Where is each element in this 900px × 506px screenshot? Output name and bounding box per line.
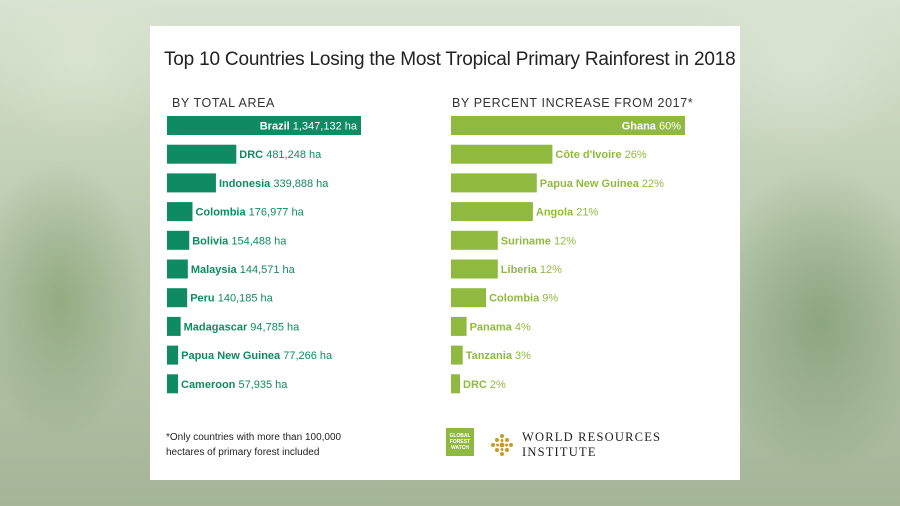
bar-charts: Brazil 1,347,132 ha DRC 481,248 ha Indones… [167, 116, 685, 394]
percent-bar-label-1: Côte d'Ivoire 26% [555, 149, 646, 161]
percent-bar-0 [451, 116, 685, 135]
area-category-label-6: Peru [190, 293, 214, 305]
area-bar-label-5: Malaysia 144,571 ha [191, 264, 296, 276]
area-category-label-5: Malaysia [191, 264, 238, 276]
area-value-label-7: 94,785 ha [247, 321, 300, 333]
area-chart-title: BY TOTAL AREA [172, 96, 275, 110]
footnote-line-2: hectares of primary forest included [166, 447, 320, 458]
area-bar-label-3: Colombia 176,977 ha [195, 207, 304, 219]
percent-category-label-0: Ghana [622, 121, 657, 133]
percent-value-label-1: 26% [622, 149, 647, 161]
area-bar-label-8: Papua New Guinea 77,266 ha [181, 350, 333, 362]
percent-value-label-8: 3% [512, 350, 531, 362]
percent-value-label-6: 9% [539, 293, 558, 305]
percent-value-label-3: 21% [573, 207, 598, 219]
footnote-line-1: *Only countries with more than 100,000 [166, 432, 342, 443]
area-bar-8 [167, 345, 179, 365]
area-bar-label-9: Cameroon 57,935 ha [181, 379, 288, 391]
percent-bar-6 [451, 288, 487, 308]
area-category-label-8: Papua New Guinea [181, 350, 281, 362]
percent-bar-8 [451, 345, 463, 365]
area-bar-1 [167, 144, 237, 164]
percent-category-label-3: Angola [536, 207, 574, 219]
percent-category-label-8: Tanzania [466, 350, 513, 362]
area-value-label-4: 154,488 ha [228, 235, 287, 247]
percent-bar-2 [451, 173, 537, 193]
percent-bar-5 [451, 259, 498, 279]
area-value-label-3: 176,977 ha [246, 207, 305, 219]
area-value-label-1: 481,248 ha [263, 149, 322, 161]
area-category-label-2: Indonesia [219, 178, 271, 190]
percent-value-label-2: 22% [639, 178, 664, 190]
gfw-logo-line-2: FOREST [449, 439, 471, 445]
percent-bar-1 [451, 144, 553, 164]
page-title: Top 10 Countries Losing the Most Tropica… [164, 49, 736, 70]
percent-bar-7 [451, 316, 467, 336]
percent-category-label-9: DRC [463, 379, 487, 391]
percent-bar-label-5: Liberia 12% [501, 264, 562, 276]
percent-category-label-2: Papua New Guinea [540, 178, 640, 190]
area-bar-label-6: Peru 140,185 ha [190, 293, 273, 305]
infographic-card: Top 10 Countries Losing the Most Tropica… [150, 26, 740, 480]
area-category-label-7: Madagascar [184, 321, 248, 333]
area-bar-9 [167, 374, 178, 394]
percent-value-label-5: 12% [537, 264, 562, 276]
global-forest-watch-logo: GLOBAL FOREST WATCH [446, 428, 474, 456]
area-bar-6 [167, 288, 188, 308]
area-category-label-4: Bolivia [192, 235, 229, 247]
area-bar-0 [167, 116, 361, 135]
percent-category-label-6: Colombia [489, 293, 540, 305]
area-category-label-9: Cameroon [181, 379, 236, 391]
area-value-label-5: 144,571 ha [237, 264, 296, 276]
area-bar-4 [167, 230, 190, 250]
area-category-label-1: DRC [239, 149, 263, 161]
area-value-label-8: 77,266 ha [280, 350, 333, 362]
percent-category-label-4: Suriname [501, 235, 551, 247]
percent-bar-4 [451, 230, 498, 250]
percent-bar-9 [451, 374, 460, 394]
area-bar-3 [167, 202, 193, 222]
gfw-logo-line-1: GLOBAL [449, 433, 471, 439]
percent-category-label-1: Côte d'Ivoire [555, 149, 621, 161]
area-bar-2 [167, 173, 216, 193]
percent-bar-label-8: Tanzania 3% [466, 350, 531, 362]
area-bar-label-4: Bolivia 154,488 ha [192, 235, 287, 247]
percent-bar-label-6: Colombia 9% [489, 293, 558, 305]
percent-value-label-4: 12% [551, 235, 576, 247]
percent-category-label-5: Liberia [501, 264, 538, 276]
area-value-label-6: 140,185 ha [215, 293, 274, 305]
area-bar-label-1: DRC 481,248 ha [239, 149, 322, 161]
area-category-label-0: Brazil [260, 121, 290, 133]
wri-logo-text: WORLD RESOURCES INSTITUTE [521, 430, 662, 459]
area-category-label-3: Colombia [195, 207, 246, 219]
area-bar-5 [167, 259, 188, 279]
area-bar-label-0: Brazil 1,347,132 ha [260, 121, 358, 133]
percent-value-label-7: 4% [512, 321, 531, 333]
area-bar-label-2: Indonesia 339,888 ha [219, 178, 329, 190]
area-bar-7 [167, 316, 181, 336]
gfw-logo-line-3: WATCH [451, 445, 469, 451]
footnote: *Only countries with more than 100,000 h… [166, 430, 366, 460]
percent-bar-label-9: DRC 2% [463, 379, 506, 391]
percent-bar-label-7: Panama 4% [470, 321, 531, 333]
percent-value-label-0: 60% [656, 121, 681, 133]
wri-mark-icon [490, 434, 513, 456]
percent-category-label-7: Panama [470, 321, 513, 333]
area-bar-label-7: Madagascar 94,785 ha [184, 321, 300, 333]
percent-bar-label-0: Ghana 60% [622, 121, 682, 133]
percent-bar-label-4: Suriname 12% [501, 235, 576, 247]
area-value-label-0: 1,347,132 ha [290, 121, 358, 133]
percent-value-label-9: 2% [487, 379, 506, 391]
wri-logo: WORLD RESOURCES INSTITUTE [490, 430, 740, 460]
percent-chart-title: BY PERCENT INCREASE FROM 2017* [452, 96, 694, 110]
area-value-label-9: 57,935 ha [235, 379, 288, 391]
area-value-label-2: 339,888 ha [270, 178, 329, 190]
percent-bar-label-3: Angola 21% [536, 207, 599, 219]
percent-bar-3 [451, 202, 533, 222]
percent-bar-label-2: Papua New Guinea 22% [540, 178, 664, 190]
